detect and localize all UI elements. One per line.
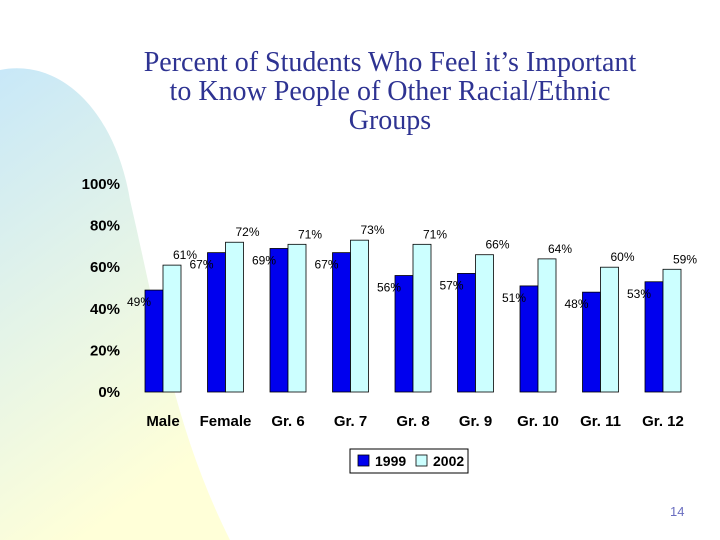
legend-swatch-2002 <box>415 454 428 467</box>
y-tick-label: 40% <box>90 301 120 318</box>
legend-label-1999: 1999 <box>375 453 406 469</box>
title-line-3: Groups <box>348 105 432 136</box>
data-label-2002: 66% <box>485 238 509 252</box>
data-label-1999: 69% <box>252 253 276 267</box>
category-label: Female <box>200 413 252 430</box>
data-label-2002: 71% <box>423 227 447 241</box>
data-label-2002: 61% <box>173 248 197 262</box>
bar-2002 <box>600 266 619 393</box>
data-label-2002: 59% <box>673 252 697 266</box>
legend-label-2002: 2002 <box>433 453 464 469</box>
bars <box>144 239 682 393</box>
data-label-1999: 56% <box>377 281 401 295</box>
title-line-1: Percent of Students Who Feel it’s Import… <box>143 47 637 78</box>
bar-2002 <box>412 243 432 393</box>
y-tick-label: 100% <box>82 176 120 193</box>
category-label: Gr. 12 <box>642 413 684 430</box>
data-label-1999: 49% <box>127 295 151 309</box>
bar-2002 <box>662 268 682 393</box>
data-labels: 49%61%67%72%69%71%67%73%56%71%57%66%51%6… <box>127 223 697 311</box>
category-label: Gr. 10 <box>517 413 559 430</box>
category-label: Gr. 6 <box>271 413 304 430</box>
bar-2002 <box>475 254 494 393</box>
bar-2002 <box>162 264 182 393</box>
legend-frame <box>349 448 469 474</box>
bar-2002 <box>537 258 557 393</box>
data-label-2002: 71% <box>298 227 322 241</box>
x-axis-categories: Male Female Gr. 6 Gr. 7 Gr. 8 Gr. 9 Gr. 10 Gr. … <box>146 413 684 430</box>
legend: 1999 2002 <box>349 448 469 474</box>
title-line-2: to Know People of Other Racial/Ethnic <box>169 76 611 107</box>
data-label-1999: 48% <box>564 297 588 311</box>
bar-2002 <box>350 239 369 393</box>
category-label: Male <box>146 413 179 430</box>
data-label-1999: 67% <box>189 258 213 272</box>
bar-2002 <box>225 241 244 393</box>
data-label-2002: 73% <box>360 223 384 237</box>
y-tick-label: 60% <box>90 259 120 276</box>
bar-1999 <box>332 252 351 393</box>
slide-title: Percent of Students Who Feel it’s Import… <box>60 48 720 135</box>
bar-1999 <box>269 248 289 393</box>
data-label-2002: 72% <box>235 225 259 239</box>
data-label-2002: 64% <box>548 242 572 256</box>
data-label-1999: 53% <box>627 287 651 301</box>
page-number: 14 <box>670 504 685 519</box>
bar-1999 <box>207 252 226 393</box>
y-tick-label: 20% <box>90 342 120 359</box>
bar-2002 <box>287 243 307 393</box>
y-axis-ticks: 0% 20% 40% 60% 80% 100% <box>82 176 120 401</box>
data-label-2002: 60% <box>610 250 634 264</box>
category-label: Gr. 8 <box>396 413 429 430</box>
y-tick-label: 0% <box>98 384 120 401</box>
data-label-1999: 57% <box>439 278 463 292</box>
category-label: Gr. 9 <box>459 413 492 430</box>
data-label-1999: 67% <box>314 258 338 272</box>
data-label-1999: 51% <box>502 291 526 305</box>
legend-swatch-1999 <box>357 454 370 467</box>
category-label: Gr. 7 <box>334 413 367 430</box>
y-tick-label: 80% <box>90 218 120 235</box>
category-label: Gr. 11 <box>580 413 621 430</box>
